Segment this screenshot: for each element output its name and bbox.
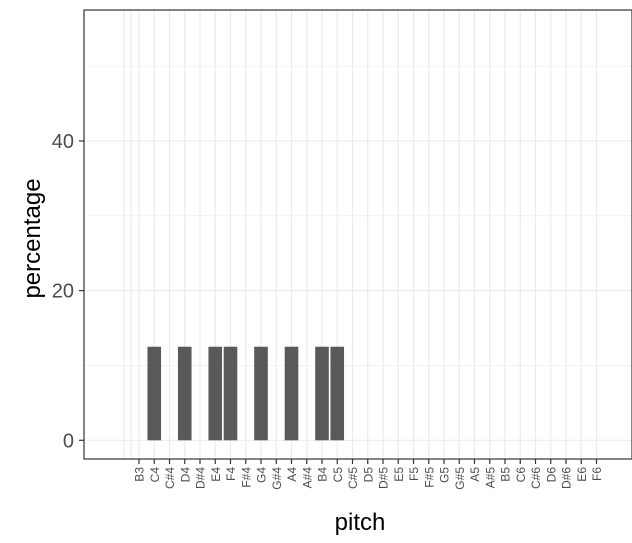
bar	[254, 346, 268, 441]
x-tick-label: F#4	[239, 467, 253, 488]
x-tick-label: C6	[514, 467, 528, 483]
x-tick-label: C#4	[163, 467, 177, 489]
bar	[147, 346, 162, 441]
bar	[284, 346, 299, 441]
x-axis-title: pitch	[335, 509, 386, 536]
x-tick-label: D#5	[377, 467, 391, 489]
x-tick-label: C5	[331, 467, 345, 483]
x-tick-label: A#4	[300, 467, 314, 489]
x-tick-label: F4	[224, 467, 238, 481]
x-tick-label: D#4	[194, 467, 208, 489]
y-axis: 0 20 40	[52, 131, 84, 452]
x-tick-label: F5	[407, 467, 421, 481]
bars	[147, 346, 345, 441]
x-tick-label: C#5	[346, 467, 360, 489]
x-tick-label: A5	[468, 467, 482, 482]
x-tick-label: G#4	[270, 467, 284, 490]
x-tick-label: B5	[499, 467, 513, 482]
y-tick-label: 20	[52, 281, 74, 303]
x-tick-label: A#5	[483, 467, 497, 489]
major-gridlines-y	[84, 140, 632, 441]
bar	[223, 346, 238, 441]
x-tick-label: A4	[285, 467, 299, 482]
gridlines-x	[123, 10, 598, 459]
bar	[177, 346, 192, 441]
y-tick-label: 40	[52, 131, 74, 153]
x-tick-label: F#5	[422, 467, 436, 488]
x-tick-label: E6	[575, 467, 589, 482]
bar	[208, 346, 223, 441]
x-tick-label: C#6	[529, 467, 543, 489]
x-tick-label: B3	[133, 467, 147, 482]
bar	[315, 346, 329, 441]
x-tick-label: D#6	[560, 467, 574, 489]
x-tick-label: D4	[178, 467, 192, 483]
x-tick-label: G5	[438, 467, 452, 483]
x-tick-label: E5	[392, 467, 406, 482]
bar	[330, 346, 345, 441]
x-tick-label: G4	[255, 467, 269, 483]
y-tick-label: 0	[63, 430, 74, 452]
x-tick-label: F6	[590, 467, 604, 481]
x-tick-label: C4	[148, 467, 162, 483]
x-tick-label: D6	[544, 467, 558, 483]
x-tick-label: G#5	[453, 467, 467, 490]
minor-gridlines-y	[84, 65, 632, 366]
y-axis-title: percentage	[19, 178, 46, 298]
panel-border	[83, 9, 632, 460]
x-tick-label: D5	[361, 467, 375, 483]
x-axis: B3 C4 C#4 D4 D#4 E4 F4 F#4 G4 G#4 A4 A#4 B4 C5 C#5 D5 D#…	[133, 459, 604, 490]
x-tick-label: B4	[316, 467, 330, 482]
x-tick-label: E4	[209, 467, 223, 482]
